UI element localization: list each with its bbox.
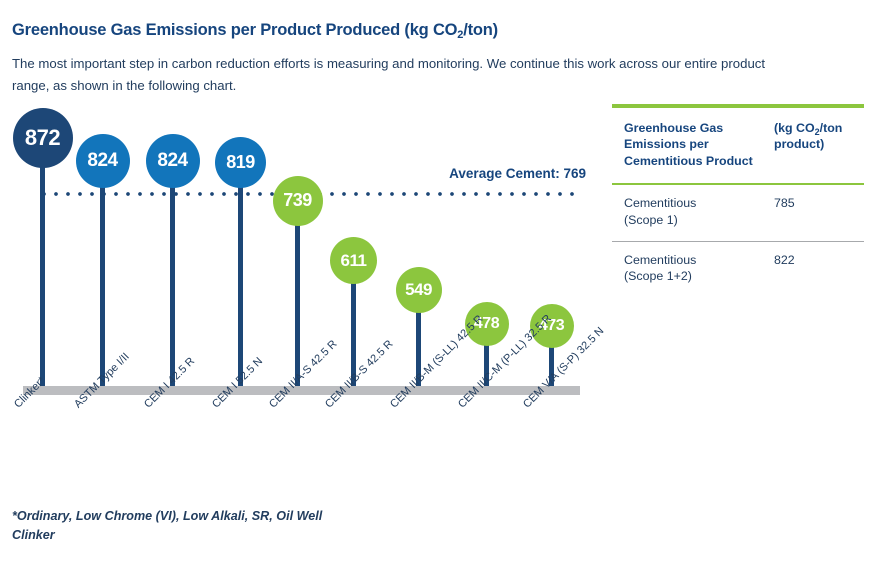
cementitious-summary-table: Greenhouse Gas Emissions per Cementitiou… bbox=[612, 104, 864, 297]
table-header-unit-sub: 2 bbox=[814, 126, 820, 137]
table-header-unit-b: /ton product) bbox=[774, 121, 843, 152]
chart-value-bubble: 819 bbox=[215, 137, 266, 189]
table-cell-label: Cementitious (Scope 1) bbox=[624, 196, 697, 227]
intro-paragraph: The most important step in carbon reduct… bbox=[12, 56, 766, 93]
chart-value-bubble: 824 bbox=[75, 133, 130, 188]
chart-value-bubble: 872 bbox=[12, 108, 73, 168]
chart-stem bbox=[295, 200, 300, 390]
chart-stem bbox=[549, 326, 554, 390]
chart-stem bbox=[170, 160, 175, 390]
page-title-subscript: 2 bbox=[457, 29, 464, 42]
chart-stem bbox=[40, 138, 45, 390]
chart-footnote: *Ordinary, Low Chrome (VI), Low Alkali, … bbox=[12, 509, 323, 542]
page-title-text: Greenhouse Gas Emissions per Product Pro… bbox=[12, 21, 458, 40]
table-header-unit: (kg CO2/ton product) bbox=[762, 108, 864, 183]
chart-value-bubble: 824 bbox=[145, 133, 200, 188]
emissions-lollipop-chart: Average Cement: 769 872 824 824 819 739 611 54… bbox=[0, 96, 600, 406]
table-cell-label: Cementitious (Scope 1+2) bbox=[624, 252, 697, 284]
table-top-rule bbox=[612, 104, 864, 108]
table-body: Cementitious (Scope 1) 785 Cementitious (Sco… bbox=[612, 185, 864, 297]
table-row: Cementitious (Scope 1) 785 bbox=[612, 185, 864, 240]
table-header-rule bbox=[612, 183, 864, 186]
table-header-row: Greenhouse Gas Emissions per Cementitiou… bbox=[612, 108, 864, 183]
chart-stem bbox=[100, 160, 105, 390]
chart-stem bbox=[416, 290, 421, 390]
chart-value-bubble: 739 bbox=[272, 175, 323, 226]
chart-value-bubble: 478 bbox=[464, 301, 509, 346]
chart-x-axis-labels: Clinker* ASTM Type I/II CEM I 42.5 R CEM I … bbox=[0, 313, 606, 518]
page-title-text-end: /ton) bbox=[463, 21, 498, 40]
table-header-unit-a: (kg CO bbox=[774, 121, 815, 135]
chart-value-bubble: 611 bbox=[330, 237, 377, 285]
page-title: Greenhouse Gas Emissions per Product Pro… bbox=[12, 21, 652, 41]
table-cell-value: 822 bbox=[774, 252, 795, 267]
chart-stem bbox=[238, 162, 243, 390]
chart-value-bubble: 473 bbox=[529, 304, 574, 348]
chart-baseline-bar bbox=[23, 386, 580, 395]
table-cell-value: 785 bbox=[774, 196, 795, 211]
table-row-rule bbox=[612, 240, 864, 242]
average-cement-label: Average Cement: 769 bbox=[449, 166, 586, 181]
table-row: Cementitious (Scope 1+2) 822 bbox=[612, 242, 864, 297]
chart-stem bbox=[484, 323, 489, 390]
chart-stem bbox=[351, 260, 356, 390]
chart-value-bubble: 549 bbox=[395, 267, 442, 314]
table-header-product: Greenhouse Gas Emissions per Cementitiou… bbox=[624, 121, 753, 168]
